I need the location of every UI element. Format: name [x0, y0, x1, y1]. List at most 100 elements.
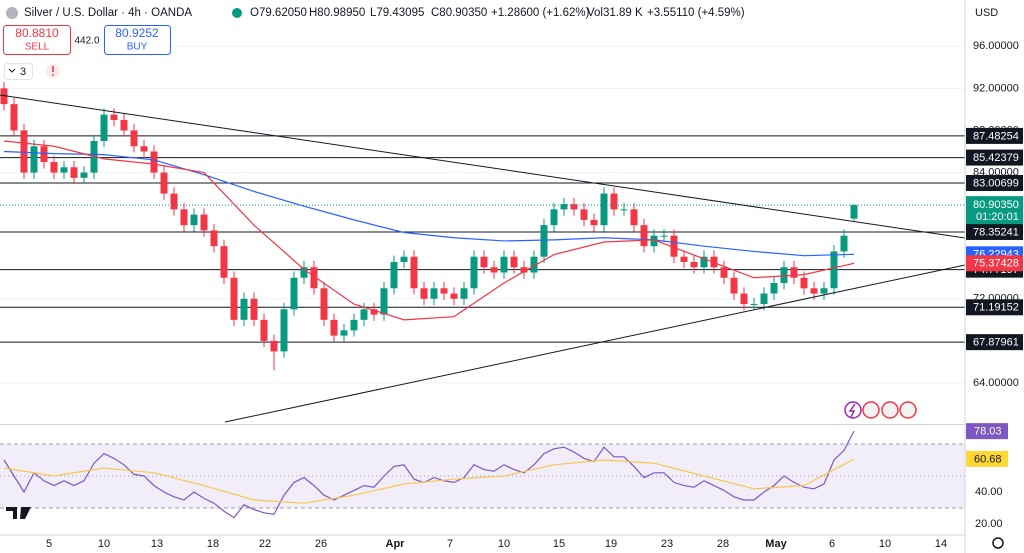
rsi-pane [0, 430, 965, 519]
candle-body [790, 267, 798, 278]
event-icons[interactable] [844, 401, 917, 419]
candle-body [110, 114, 118, 120]
candle-body [80, 172, 88, 178]
ohlc-high: H80.98950 [309, 7, 365, 19]
rsi-label-box [966, 423, 1008, 440]
candle-body [380, 288, 388, 315]
candle-body [690, 261, 698, 268]
indicators-toggle[interactable] [4, 63, 33, 80]
candle-body [140, 146, 148, 152]
sell-button[interactable] [3, 25, 71, 55]
last-price-box [966, 196, 1023, 225]
candle-body [100, 114, 108, 141]
y-tick-label: 92.00000 [973, 82, 1019, 94]
candle-body [580, 209, 588, 220]
candle-body [840, 235, 848, 252]
price-label: 67.87961 [973, 337, 1019, 349]
trend-line [0, 94, 966, 239]
spread: 442.0 [74, 36, 99, 47]
candle-body [240, 298, 248, 320]
candle-body [350, 319, 358, 331]
candle-body [720, 267, 728, 278]
price-label-box [966, 223, 1023, 240]
rsi-label: 60.68 [974, 453, 1002, 465]
ohlc-close: C80.90350 [431, 7, 487, 19]
currency[interactable]: USD [975, 7, 998, 19]
candle-body [490, 267, 498, 273]
moving-average [3, 150, 855, 257]
candle-body [730, 277, 738, 294]
x-tick-label: 28 [717, 538, 729, 550]
x-tick-label: Apr [386, 538, 406, 550]
candle-body [300, 267, 308, 278]
candle-body [500, 256, 508, 273]
y-tick-label: 64.00000 [973, 377, 1019, 389]
candle-body [390, 261, 398, 289]
pane-separator [0, 424, 965, 425]
rsi-ma-line [3, 458, 855, 504]
candle-body [480, 256, 488, 268]
candle-body [810, 288, 818, 294]
x-tick-label: 6 [829, 538, 835, 550]
settings-icon[interactable] [992, 537, 1004, 549]
candle-body [620, 209, 628, 211]
candle-body [800, 277, 808, 289]
x-tick-label: 26 [315, 538, 327, 550]
buy-label: BUY [127, 42, 148, 53]
candle-body [510, 256, 518, 268]
candle-body [360, 309, 368, 320]
price-label: 78.35241 [973, 226, 1019, 238]
candle-body [780, 267, 788, 284]
y-tick-label: 96.00000 [973, 40, 1019, 52]
price-label-box [966, 149, 1023, 166]
candle-body [190, 214, 198, 226]
candle-body [750, 304, 758, 306]
price-pane [0, 45, 965, 384]
x-tick-label: 22 [259, 538, 271, 550]
price-label-box [966, 174, 1023, 191]
candle-body [410, 256, 418, 289]
alert-mark [52, 66, 54, 72]
candle-body [200, 214, 208, 231]
candle-body [150, 151, 158, 173]
x-tick-label: 18 [207, 538, 219, 550]
candle-body [530, 256, 538, 273]
moving-average [3, 140, 855, 321]
ohlc-open: O79.62050 [250, 7, 307, 19]
x-tick-label: 15 [553, 538, 565, 550]
market-status [232, 8, 242, 18]
candle-body [220, 246, 228, 278]
logo [6, 507, 31, 519]
price-label-box [966, 127, 1023, 144]
x-tick-label: 10 [98, 538, 110, 550]
x-tick-label: 10 [879, 538, 891, 550]
volume: Vol31.89 K [587, 7, 643, 19]
volume-change: +3.55110 (+4.59%) [647, 7, 745, 19]
price-label: 87.48254 [973, 130, 1019, 142]
candle-body [170, 193, 178, 210]
rsi-line [3, 430, 855, 519]
price-label-box [966, 299, 1023, 316]
rsi-label-box [966, 450, 1008, 467]
price-label-box [966, 255, 1023, 272]
candle-body [830, 251, 838, 289]
candle-body [250, 298, 258, 320]
x-tick-label: 13 [151, 538, 163, 550]
symbol-title[interactable]: Silver / U.S. Dollar · 4h · OANDA [24, 7, 192, 19]
candle-body [420, 288, 428, 299]
buy-button[interactable] [104, 25, 171, 55]
symbol-icon [6, 7, 18, 19]
last-price-label: 80.90350 [973, 199, 1019, 211]
candle-body [430, 288, 438, 299]
candle-body [30, 146, 38, 173]
candle-body [230, 277, 238, 320]
candle-body [40, 146, 48, 163]
price-label: 85.42379 [973, 152, 1019, 164]
candle-body [280, 309, 288, 352]
sell-price: 80.8810 [15, 26, 59, 40]
x-tick-label: 10 [498, 538, 510, 550]
candle-body [740, 293, 748, 305]
x-tick-label: 14 [935, 538, 947, 550]
candle-body [0, 88, 8, 105]
candle-body [760, 293, 768, 305]
